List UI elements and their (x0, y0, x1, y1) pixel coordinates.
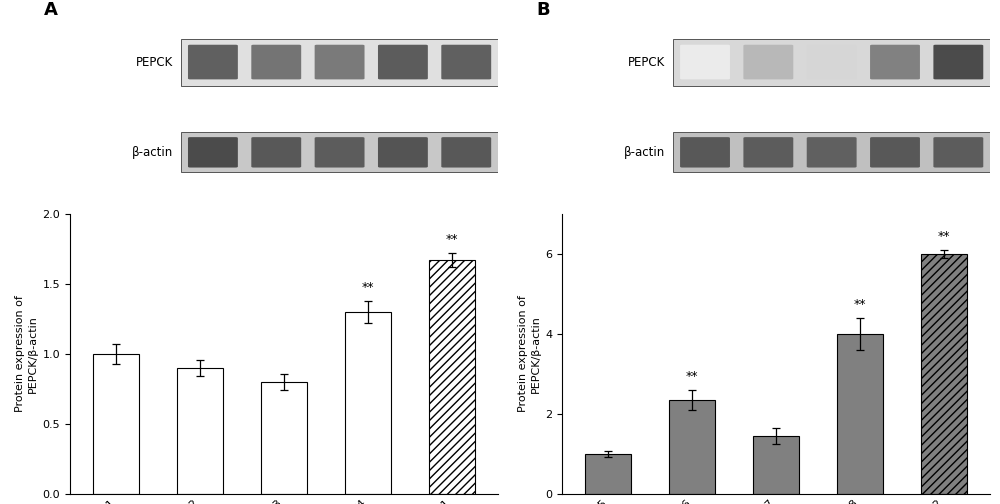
Text: **: ** (362, 281, 374, 294)
FancyBboxPatch shape (680, 45, 730, 80)
FancyBboxPatch shape (870, 45, 920, 80)
Bar (93, 354, 139, 494)
FancyBboxPatch shape (743, 137, 793, 167)
Text: B: B (536, 1, 550, 19)
Bar (345, 312, 391, 494)
Bar (673, 39, 990, 86)
Y-axis label: Protein expression of
PEPCK/β-actin: Protein expression of PEPCK/β-actin (15, 295, 38, 412)
Text: **: ** (938, 230, 950, 243)
FancyBboxPatch shape (441, 137, 491, 167)
FancyBboxPatch shape (870, 137, 920, 167)
Bar (753, 436, 799, 494)
Text: β-actin: β-actin (624, 146, 665, 159)
FancyBboxPatch shape (315, 45, 365, 80)
FancyBboxPatch shape (315, 137, 365, 167)
FancyBboxPatch shape (743, 45, 793, 80)
FancyBboxPatch shape (807, 137, 857, 167)
Text: **: ** (446, 233, 458, 246)
FancyBboxPatch shape (378, 45, 428, 80)
Bar (181, 133, 498, 172)
Bar (429, 260, 475, 494)
FancyBboxPatch shape (188, 45, 238, 80)
Bar (837, 334, 883, 494)
FancyBboxPatch shape (251, 45, 301, 80)
Text: **: ** (686, 370, 698, 383)
FancyBboxPatch shape (680, 137, 730, 167)
Text: β-actin: β-actin (131, 146, 173, 159)
Text: **: ** (854, 298, 866, 311)
Text: PEPCK: PEPCK (628, 55, 665, 69)
FancyBboxPatch shape (441, 45, 491, 80)
FancyBboxPatch shape (933, 137, 983, 167)
FancyBboxPatch shape (933, 45, 983, 80)
FancyBboxPatch shape (378, 137, 428, 167)
FancyBboxPatch shape (251, 137, 301, 167)
Text: A: A (44, 1, 58, 19)
Bar (261, 382, 307, 494)
Y-axis label: Protein expression of
PEPCK/β-actin: Protein expression of PEPCK/β-actin (518, 295, 541, 412)
Bar (921, 254, 967, 494)
FancyBboxPatch shape (807, 45, 857, 80)
FancyBboxPatch shape (188, 137, 238, 167)
Bar (673, 133, 990, 172)
Text: PEPCK: PEPCK (135, 55, 173, 69)
Bar (585, 454, 631, 494)
Bar (177, 368, 223, 494)
Bar (669, 400, 715, 494)
Bar (181, 39, 498, 86)
